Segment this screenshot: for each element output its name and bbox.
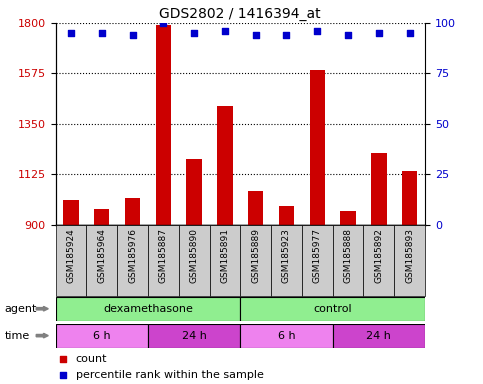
Bar bbox=[333, 225, 364, 296]
Text: GSM185892: GSM185892 bbox=[374, 228, 384, 283]
Bar bbox=[179, 225, 210, 296]
Bar bbox=[125, 198, 140, 225]
Point bbox=[190, 30, 198, 36]
Text: GSM185893: GSM185893 bbox=[405, 228, 414, 283]
Text: dexamethasone: dexamethasone bbox=[103, 304, 193, 314]
Bar bbox=[156, 25, 171, 225]
Bar bbox=[148, 324, 241, 348]
Point bbox=[344, 32, 352, 38]
Bar bbox=[56, 225, 86, 296]
Point bbox=[128, 32, 136, 38]
Text: 24 h: 24 h bbox=[182, 331, 207, 341]
Point bbox=[304, 298, 312, 304]
Point bbox=[375, 30, 383, 36]
Bar bbox=[148, 225, 179, 296]
Text: control: control bbox=[313, 304, 352, 314]
Bar bbox=[333, 324, 425, 348]
Point bbox=[98, 30, 106, 36]
Bar bbox=[217, 106, 233, 225]
Point bbox=[313, 28, 321, 34]
Text: GSM185888: GSM185888 bbox=[343, 228, 353, 283]
Point bbox=[406, 30, 413, 36]
Text: time: time bbox=[5, 331, 30, 341]
Text: GSM185964: GSM185964 bbox=[97, 228, 106, 283]
Bar bbox=[394, 225, 425, 296]
Text: GSM185976: GSM185976 bbox=[128, 228, 137, 283]
Bar bbox=[341, 211, 356, 225]
Point bbox=[283, 32, 290, 38]
Text: 24 h: 24 h bbox=[367, 331, 391, 341]
Bar bbox=[364, 225, 394, 296]
Text: GSM185891: GSM185891 bbox=[220, 228, 229, 283]
Point bbox=[221, 28, 229, 34]
Text: GSM185923: GSM185923 bbox=[282, 228, 291, 283]
Text: GSM185977: GSM185977 bbox=[313, 228, 322, 283]
Bar bbox=[302, 225, 333, 296]
Title: GDS2802 / 1416394_at: GDS2802 / 1416394_at bbox=[159, 7, 321, 21]
Point bbox=[159, 20, 167, 26]
Bar bbox=[240, 324, 333, 348]
Text: GSM185924: GSM185924 bbox=[67, 228, 75, 283]
Text: percentile rank within the sample: percentile rank within the sample bbox=[76, 370, 264, 380]
Point bbox=[67, 30, 75, 36]
Point bbox=[252, 32, 259, 38]
Bar bbox=[186, 159, 202, 225]
Bar bbox=[86, 225, 117, 296]
Bar bbox=[279, 205, 294, 225]
Text: count: count bbox=[76, 354, 107, 364]
Text: GSM185889: GSM185889 bbox=[251, 228, 260, 283]
Bar bbox=[117, 225, 148, 296]
Bar bbox=[56, 297, 241, 321]
Bar bbox=[56, 324, 148, 348]
Bar bbox=[402, 171, 417, 225]
Bar bbox=[240, 297, 425, 321]
Bar bbox=[63, 200, 79, 225]
Text: 6 h: 6 h bbox=[93, 331, 111, 341]
Text: 6 h: 6 h bbox=[278, 331, 295, 341]
Bar bbox=[271, 225, 302, 296]
Bar bbox=[240, 225, 271, 296]
Bar bbox=[248, 191, 263, 225]
Bar bbox=[371, 153, 386, 225]
Bar bbox=[94, 209, 110, 225]
Text: GSM185887: GSM185887 bbox=[159, 228, 168, 283]
Point bbox=[304, 149, 312, 155]
Text: agent: agent bbox=[5, 304, 37, 314]
Bar bbox=[210, 225, 240, 296]
Bar bbox=[310, 70, 325, 225]
Text: GSM185890: GSM185890 bbox=[190, 228, 199, 283]
